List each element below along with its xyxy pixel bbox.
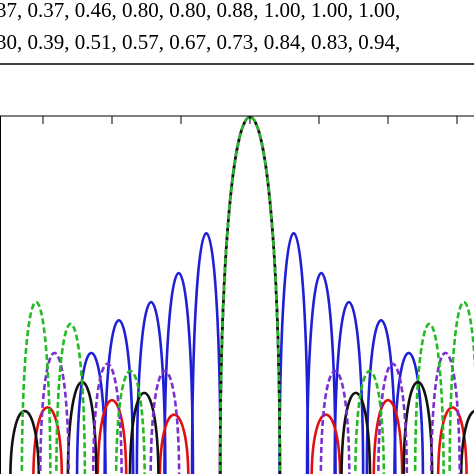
lobe bbox=[190, 232, 222, 474]
lobe bbox=[278, 232, 310, 474]
lobe bbox=[429, 351, 461, 474]
lobe bbox=[393, 351, 425, 474]
lobe bbox=[9, 410, 41, 474]
lobe bbox=[354, 369, 386, 474]
lobe bbox=[218, 116, 282, 474]
lobe bbox=[340, 391, 372, 474]
lobe bbox=[91, 362, 123, 474]
lobe bbox=[218, 116, 282, 474]
lobe bbox=[128, 391, 160, 474]
lobe bbox=[55, 322, 87, 474]
table-row: 30, 0.39, 0.51, 0.57, 0.67, 0.73, 0.84, … bbox=[0, 30, 400, 54]
lobe bbox=[310, 413, 342, 474]
lobe bbox=[218, 116, 282, 474]
lobe bbox=[158, 413, 190, 474]
lobe bbox=[114, 369, 146, 474]
lobe bbox=[96, 398, 128, 474]
lobe bbox=[20, 301, 52, 474]
lobe bbox=[135, 301, 167, 474]
table-row: 37, 0.37, 0.46, 0.80, 0.80, 0.88, 1.00, … bbox=[0, 0, 400, 22]
lobe bbox=[218, 116, 282, 474]
lobe bbox=[372, 398, 404, 474]
lobe bbox=[448, 301, 474, 474]
lobe bbox=[305, 272, 337, 474]
lobe bbox=[377, 362, 409, 474]
lobe bbox=[436, 406, 468, 474]
lobe bbox=[319, 369, 351, 474]
lobe bbox=[38, 351, 71, 474]
lobe bbox=[413, 322, 445, 474]
lobe bbox=[75, 351, 107, 474]
lobe bbox=[32, 406, 64, 474]
lobe bbox=[218, 116, 282, 474]
lobe bbox=[333, 301, 365, 474]
lobe bbox=[459, 410, 474, 474]
lobe bbox=[163, 272, 195, 474]
lobe bbox=[149, 369, 181, 474]
